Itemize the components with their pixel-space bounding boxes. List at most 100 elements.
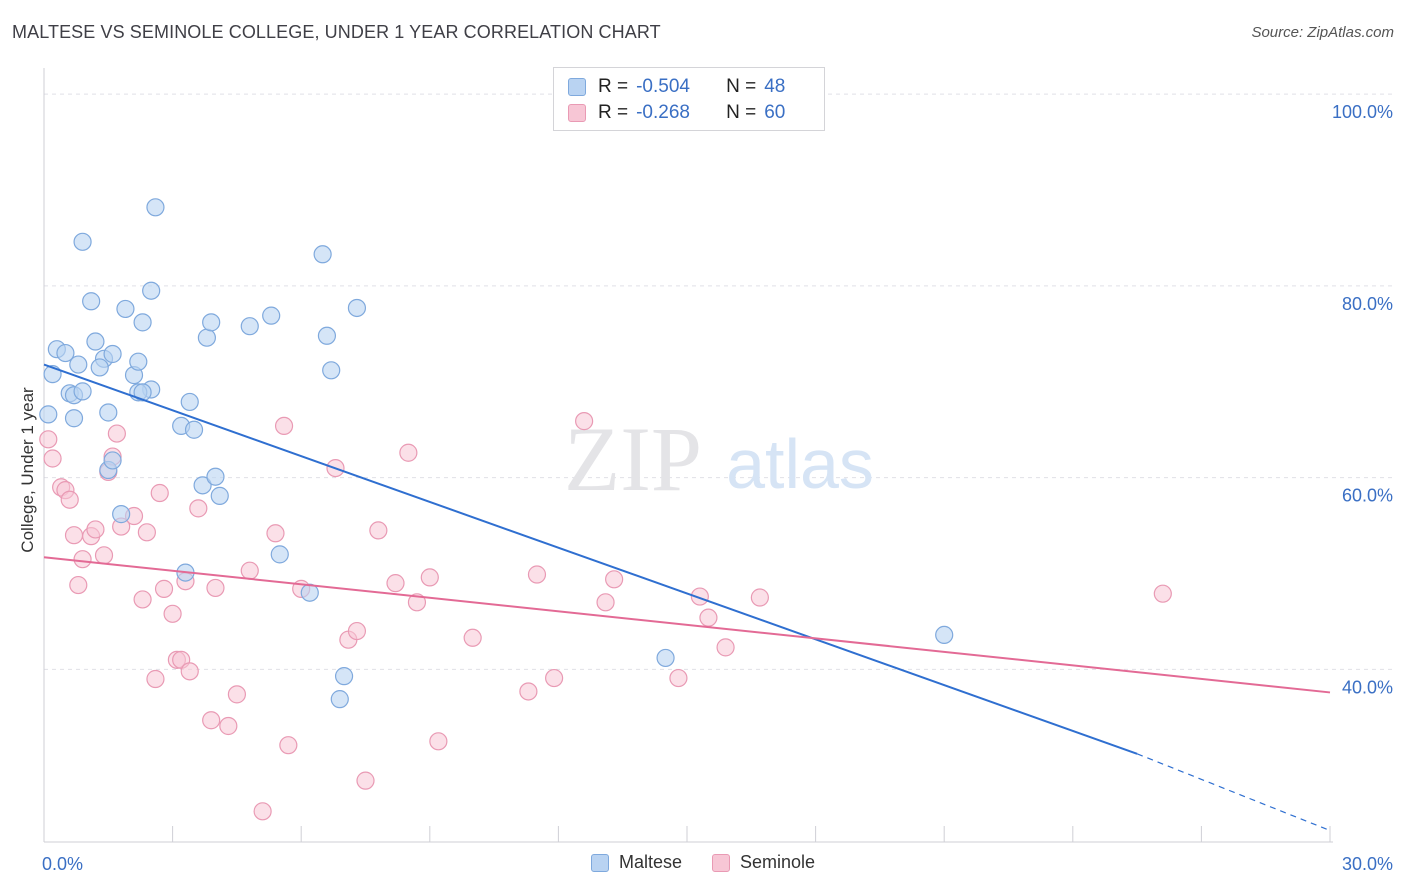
seminole-point (86, 520, 105, 539)
seminole-swatch (711, 853, 730, 872)
legend-row-maltese: R = -0.504 N = 48 (568, 74, 785, 100)
legend-item-maltese[interactable]: Maltese (590, 852, 682, 873)
seminole-point (137, 523, 156, 542)
r-label: R = (598, 102, 629, 123)
seminole-point (386, 574, 405, 593)
y-tick-label: 40.0% (1342, 677, 1393, 697)
seminole-point (107, 424, 126, 443)
chart-title: MALTESE VS SEMINOLE COLLEGE, UNDER 1 YEA… (12, 22, 661, 42)
seminole-point (253, 802, 272, 821)
seminole-trend-line (43, 556, 1331, 694)
maltese-point (210, 486, 229, 505)
n-label: N = (726, 102, 757, 123)
seminole-point (1153, 584, 1172, 603)
maltese-point (240, 317, 259, 336)
maltese-point (184, 420, 204, 439)
y-tick-label: 80.0% (1342, 294, 1393, 314)
seminole-swatch (568, 104, 586, 122)
seminole-point (43, 449, 62, 468)
seminole-point (463, 628, 482, 647)
n-value-maltese: 48 (764, 76, 786, 97)
legend-row-seminole: R = -0.268 N = 60 (568, 100, 785, 126)
seminole-point (154, 579, 174, 598)
maltese-point (112, 505, 131, 524)
seminole-point (240, 561, 259, 580)
seminole-point (146, 669, 165, 689)
seminole-point (274, 416, 294, 436)
maltese-point (82, 292, 101, 311)
seminole-point (347, 621, 367, 641)
maltese-point (116, 299, 135, 319)
maltese-point (206, 467, 225, 486)
seminole-point (64, 526, 84, 545)
maltese-point (313, 245, 332, 264)
series-legend: Maltese Seminole (0, 852, 1406, 873)
seminole-point (279, 736, 298, 755)
seminole-point (133, 590, 152, 609)
maltese-point (656, 648, 675, 668)
seminole-point (189, 499, 208, 518)
seminole-point (206, 578, 225, 598)
seminole-point (356, 771, 375, 790)
seminole-point (699, 608, 718, 627)
maltese-point (99, 403, 118, 422)
seminole-point (750, 588, 769, 607)
maltese-point (64, 409, 84, 428)
seminole-point (73, 550, 92, 569)
seminole-point (369, 521, 388, 540)
seminole-point (527, 565, 547, 584)
seminole-point (163, 604, 182, 623)
seminole-point (575, 412, 594, 431)
r-value-maltese: -0.504 (636, 76, 690, 97)
legend-item-seminole[interactable]: Seminole (711, 852, 816, 873)
maltese-point (133, 383, 152, 402)
maltese-point (103, 451, 122, 470)
maltese-point (197, 328, 216, 347)
source-note: Source: ZipAtlas.com (1251, 24, 1394, 41)
maltese-trend-extension (1136, 753, 1331, 832)
x-tick-label-max: 30.0% (1342, 854, 1393, 874)
maltese-point (330, 690, 349, 709)
maltese-point (193, 476, 212, 495)
x-tick-label-min: 0.0% (42, 854, 83, 874)
seminole-point (266, 524, 285, 543)
legend-label-seminole: Seminole (739, 852, 816, 872)
axes (43, 68, 1333, 843)
tick-labels: 40.0% 60.0% 80.0% 100.0% 0.0% 30.0% (42, 102, 1393, 874)
maltese-point (90, 358, 109, 377)
maltese-point (202, 313, 221, 332)
seminole-point (180, 662, 199, 681)
seminole-point (690, 587, 709, 606)
y-tick-label: 100.0% (1332, 102, 1393, 122)
maltese-point (317, 326, 337, 345)
seminole-point (219, 716, 238, 736)
seminole-point (605, 570, 624, 589)
seminole-point (399, 443, 418, 462)
seminole-point (596, 593, 615, 612)
seminole-point (150, 483, 169, 503)
seminole-point (39, 430, 58, 449)
maltese-point (73, 382, 92, 401)
seminole-points (39, 412, 1172, 821)
watermark: ZIP atlas (564, 408, 874, 510)
maltese-point (262, 306, 281, 325)
seminole-point (227, 685, 246, 704)
seminole-point (519, 682, 538, 701)
y-tick-label: 60.0% (1342, 486, 1393, 506)
trend-lines (43, 363, 1331, 832)
seminole-point (94, 546, 114, 565)
maltese-point (39, 405, 58, 424)
maltese-point (146, 198, 165, 217)
legend-label-maltese: Maltese (618, 852, 682, 872)
seminole-point (407, 593, 427, 612)
n-label: N = (726, 76, 757, 97)
watermark-atlas: atlas (726, 425, 874, 503)
maltese-point (103, 344, 122, 364)
maltese-point (270, 545, 289, 564)
n-value-seminole: 60 (764, 102, 786, 123)
maltese-point (69, 355, 88, 374)
maltese-point (322, 361, 341, 380)
r-label: R = (598, 76, 629, 97)
seminole-point (716, 638, 735, 657)
